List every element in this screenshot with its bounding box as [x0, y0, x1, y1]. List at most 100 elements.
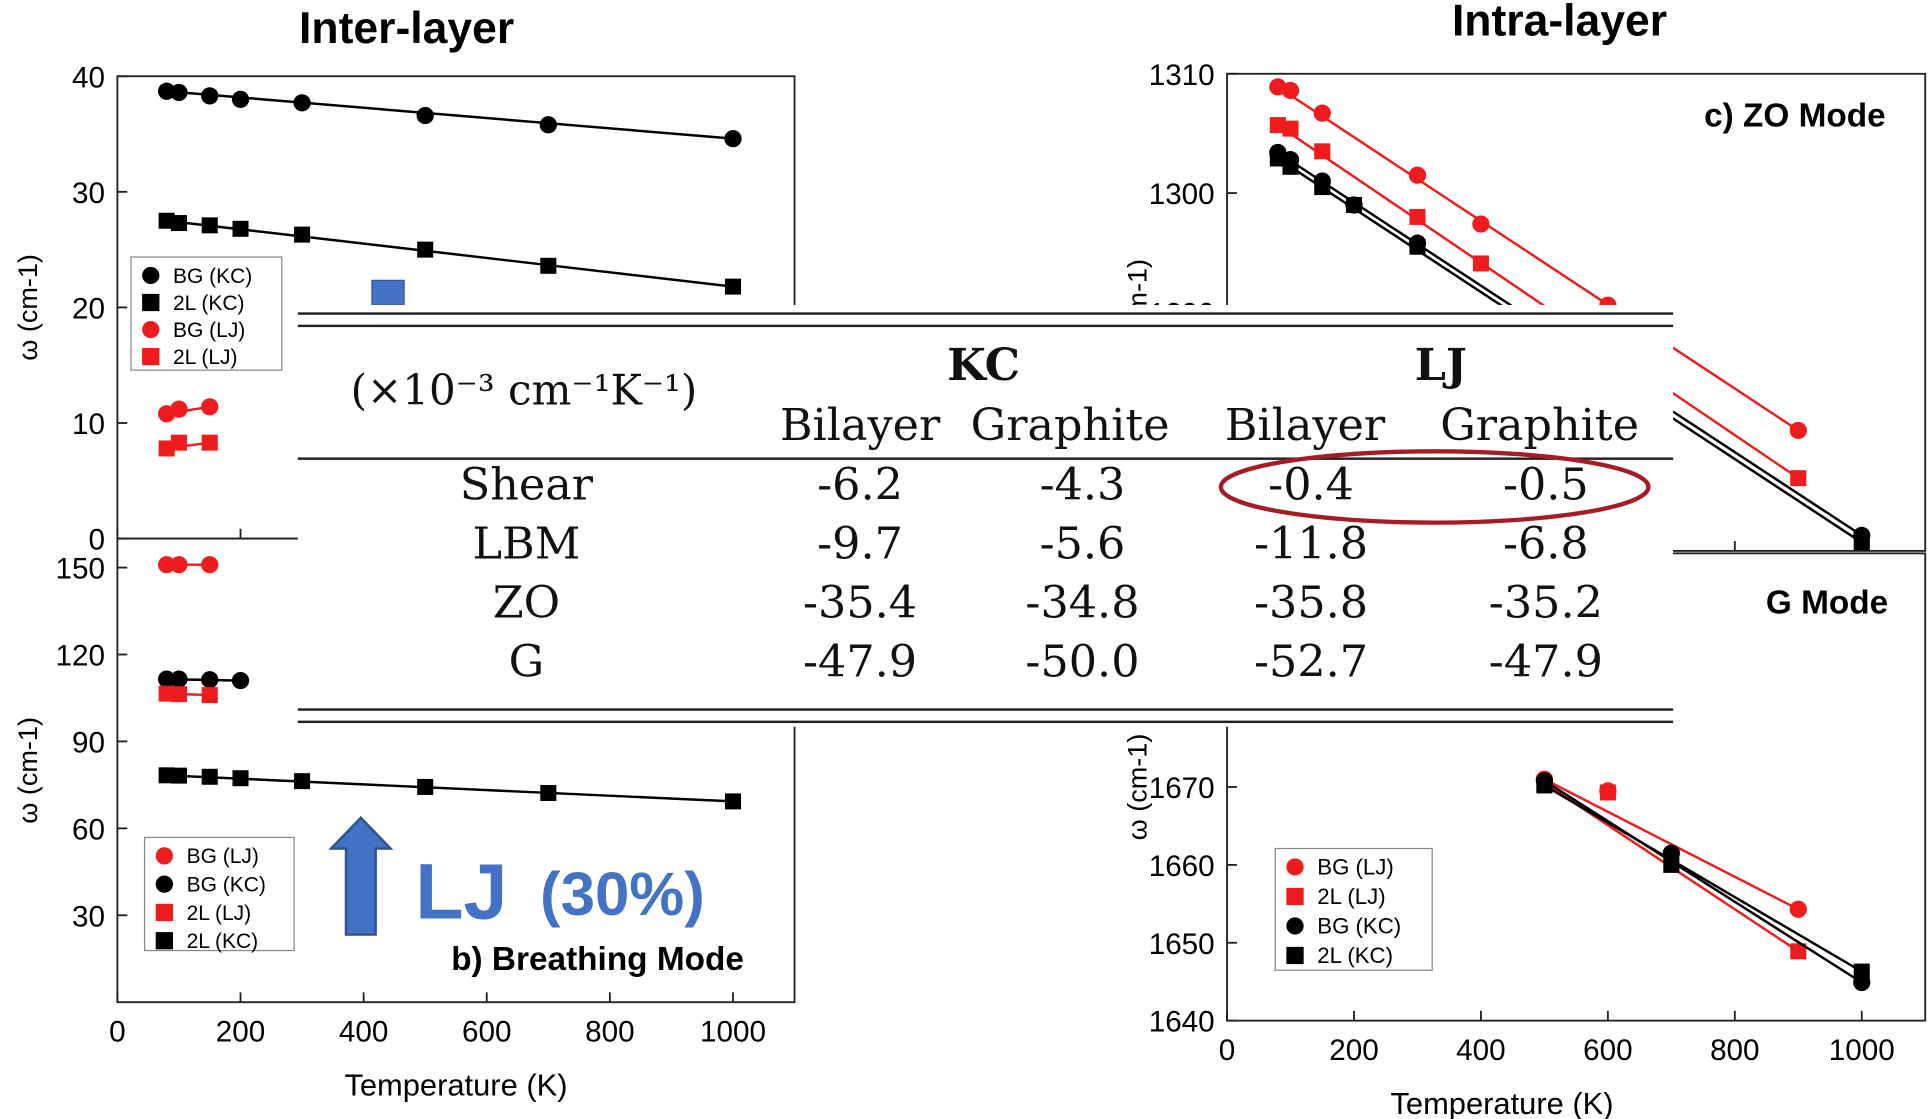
- data-point: [1281, 81, 1300, 100]
- data-point: [232, 770, 249, 787]
- legend-label: BG (LJ): [173, 319, 245, 342]
- y-tick-label: 1670: [1149, 772, 1215, 805]
- data-point: [158, 767, 175, 784]
- y-axis-label: ω (cm-1): [1122, 734, 1153, 841]
- group-kc: KC: [947, 339, 1021, 392]
- panel-title: G Mode: [1766, 585, 1888, 622]
- legend-marker: [155, 875, 173, 893]
- legend-label: 2L (KC): [1317, 943, 1393, 968]
- y-tick-label: 20: [72, 293, 105, 326]
- table-mid-rule: [297, 457, 1674, 460]
- data-point: [231, 90, 250, 108]
- panel-title: b) Breathing Mode: [451, 941, 744, 978]
- table-cell: -35.2: [1488, 577, 1603, 629]
- data-point: [1789, 421, 1807, 440]
- legend-marker: [155, 847, 173, 865]
- legend-marker: [1286, 946, 1304, 965]
- legend-marker: [142, 266, 160, 285]
- data-point: [724, 130, 742, 148]
- data-point: [1790, 470, 1807, 487]
- data-point: [417, 778, 434, 795]
- x-tick-label: 1000: [700, 1016, 766, 1049]
- legend-label: 2L (LJ): [187, 902, 252, 925]
- data-point: [724, 793, 742, 810]
- table-cell: -50.0: [1025, 636, 1140, 688]
- table-cell: -35.4: [802, 577, 918, 629]
- data-point: [232, 220, 249, 237]
- data-point: [1345, 196, 1363, 213]
- data-point: [201, 434, 218, 451]
- data-point: [157, 556, 176, 574]
- data-point: [201, 398, 219, 416]
- table-cell: -47.9: [802, 636, 918, 688]
- data-point: [1282, 120, 1299, 137]
- legend-label: 2L (LJ): [1317, 884, 1385, 909]
- data-point: [170, 556, 188, 574]
- fit-line: [1543, 779, 1863, 984]
- legend-label: BG (KC): [1317, 913, 1401, 938]
- x-tick-label: 600: [1583, 1034, 1632, 1067]
- x-tick-label: 800: [1710, 1034, 1759, 1067]
- fit-line: [1543, 778, 1799, 911]
- fit-line: [166, 90, 734, 140]
- y-tick-label: 10: [72, 408, 105, 441]
- y-axis-label: ω (cm-1): [12, 717, 43, 824]
- data-point: [416, 106, 434, 125]
- table-cell: -11.8: [1254, 518, 1369, 570]
- table-cell: -0.4: [1268, 459, 1354, 511]
- legend-marker: [142, 293, 160, 312]
- y-tick-label: 40: [72, 61, 105, 94]
- data-point: [294, 773, 311, 790]
- data-point: [417, 241, 434, 258]
- data-point: [1269, 117, 1286, 134]
- data-point: [158, 685, 175, 702]
- intra-layer-heading: Intra-layer: [1451, 0, 1668, 46]
- data-point: [1314, 143, 1331, 160]
- data-point: [170, 400, 188, 418]
- data-point: [1409, 208, 1426, 225]
- legend-marker: [155, 932, 173, 950]
- legend-label: 2L (KC): [187, 930, 259, 953]
- data-point: [1663, 856, 1680, 873]
- row-label: G: [508, 636, 545, 688]
- legend-marker: [1286, 887, 1304, 906]
- data-point: [539, 116, 557, 134]
- data-point: [1313, 104, 1331, 122]
- data-point: [201, 768, 218, 785]
- table-bottom-rule-2: [297, 720, 1674, 724]
- data-point: [170, 215, 187, 232]
- x-tick-label: 1000: [1829, 1034, 1895, 1067]
- legend-label: BG (LJ): [1317, 854, 1394, 879]
- table-cell: -35.8: [1254, 577, 1369, 629]
- x-tick-label: 400: [1456, 1034, 1505, 1067]
- data-point: [158, 440, 175, 457]
- y-tick-label: 1640: [1149, 1006, 1215, 1039]
- data-point: [1472, 215, 1490, 233]
- y-tick-label: 1300: [1149, 178, 1215, 211]
- x-axis-label: Temperature (K): [1390, 1086, 1613, 1119]
- data-point: [1853, 963, 1870, 980]
- y-tick-label: 0: [89, 524, 105, 557]
- blue-square-icon: [371, 279, 405, 306]
- y-tick-label: 60: [72, 813, 105, 846]
- row-label: LBM: [472, 518, 581, 570]
- legend-label: 2L (LJ): [173, 346, 238, 369]
- data-point: [170, 83, 188, 102]
- y-axis-label: ω (cm-1): [12, 254, 43, 361]
- data-point: [201, 556, 219, 574]
- lj-percent-callout: (30%): [540, 859, 705, 929]
- x-tick-label: 600: [462, 1016, 511, 1049]
- fit-line: [166, 774, 734, 803]
- legend-label: 2L (KC): [173, 292, 245, 315]
- data-point: [201, 87, 219, 105]
- lj-callout: LJ: [415, 847, 508, 936]
- data-point: [231, 671, 250, 690]
- legend-label: BG (KC): [187, 874, 266, 897]
- fit-line: [166, 219, 734, 288]
- legend-marker: [155, 903, 173, 922]
- data-point: [724, 278, 742, 295]
- fit-line: [1277, 124, 1799, 480]
- legend-label: BG (LJ): [187, 845, 259, 868]
- data-point: [1269, 150, 1286, 167]
